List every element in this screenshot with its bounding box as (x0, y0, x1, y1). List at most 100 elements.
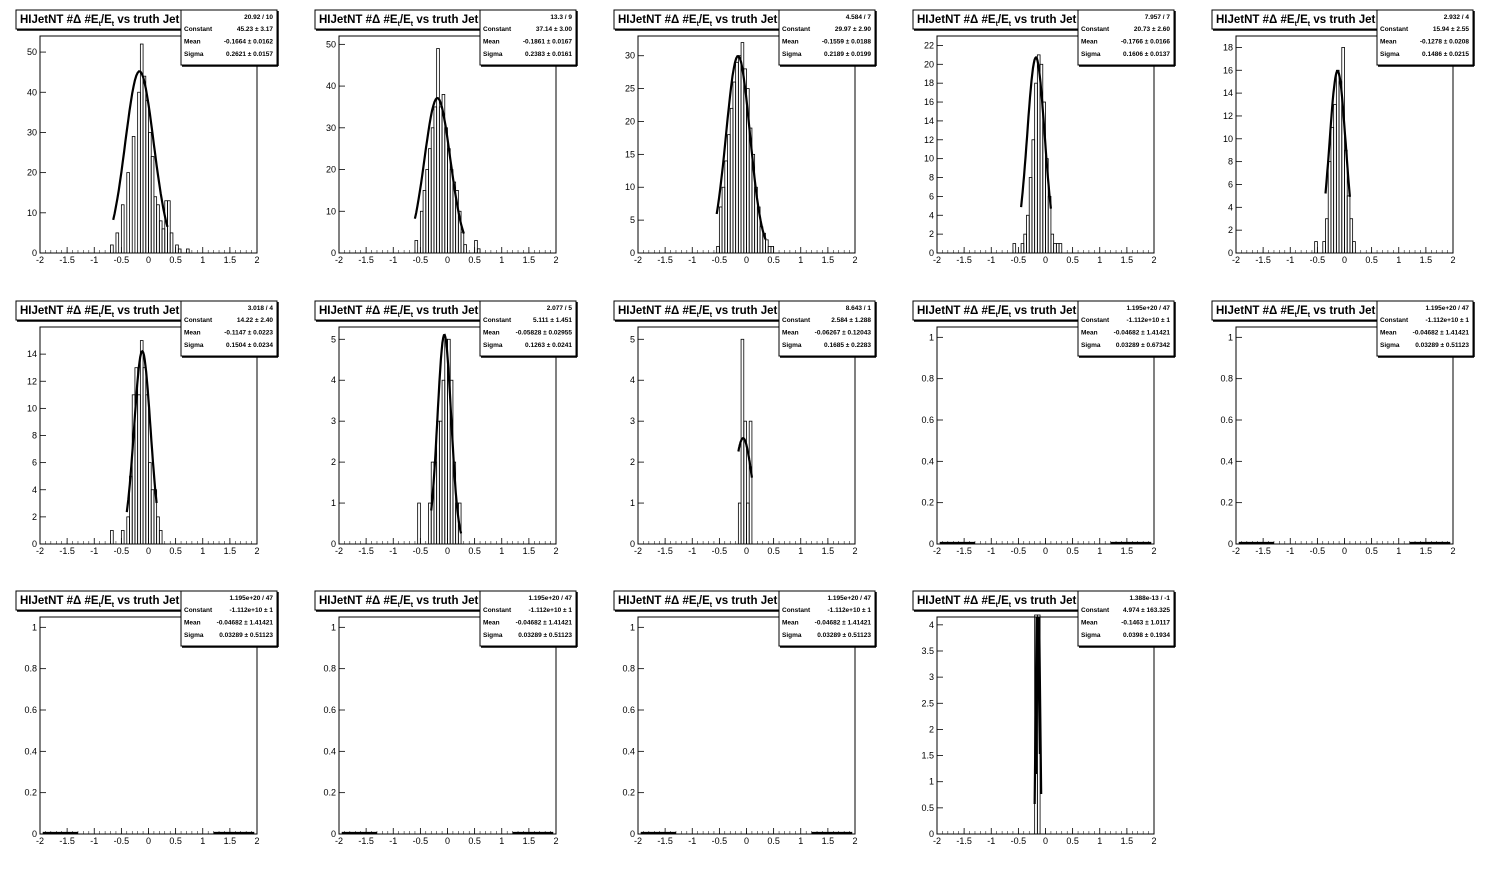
x-tick-label: 2 (254, 255, 259, 265)
stats-value: -0.06267 ± 0.12043 (815, 330, 872, 337)
stats-label: Constant (1081, 317, 1110, 324)
y-tick-label: 0 (929, 539, 934, 549)
x-tick-label: -1 (389, 546, 397, 556)
histogram-bin (430, 127, 435, 254)
y-tick-label: 25 (625, 84, 635, 94)
x-tick-label: 1 (1097, 255, 1102, 265)
x-tick-label: 2 (1450, 546, 1455, 556)
x-tick-label: -1.5 (956, 836, 972, 846)
x-tick-label: -1.5 (657, 836, 673, 846)
histogram-bin (737, 55, 742, 254)
fit-stats-box: 20.92 / 10 Constant 45.23 ± 3.17 Mean -0.166… (180, 9, 279, 67)
histogram-bin (156, 516, 160, 545)
y-tick-label: 0 (630, 829, 635, 839)
stats-value: -0.04682 ± 1.41421 (516, 620, 573, 627)
y-tick-label: 1 (929, 777, 934, 787)
y-tick-label: 1 (331, 622, 336, 632)
stats-label: Sigma (483, 342, 503, 349)
histogram-bin (156, 204, 160, 254)
x-tick-label: 0.5 (767, 836, 780, 846)
y-tick-label: 5 (630, 215, 635, 225)
x-tick-label: -0.5 (712, 836, 728, 846)
histogram-bin (444, 127, 448, 254)
x-tick-label: -1.5 (657, 255, 673, 265)
stats-label: Mean (184, 330, 201, 337)
y-tick-label: 0.6 (622, 705, 635, 715)
x-tick-label: 1 (200, 255, 205, 265)
y-tick-label: 18 (1223, 42, 1233, 52)
y-tick-label: 0.6 (24, 705, 37, 715)
stats-value: 0.03289 ± 0.67342 (1116, 342, 1171, 349)
x-tick-label: -1 (90, 546, 98, 556)
x-tick-label: -1 (688, 836, 696, 846)
histogram-bin (1020, 243, 1025, 254)
chi2-ndf-value: 1.195e+20 / 47 (229, 595, 273, 602)
x-tick-label: -1.5 (956, 255, 972, 265)
y-tick-label: 50 (27, 47, 37, 57)
histogram-bin (1333, 104, 1337, 254)
x-tick-label: -1 (688, 546, 696, 556)
x-tick-label: -0.5 (1310, 255, 1326, 265)
y-tick-label: 1 (630, 622, 635, 632)
stats-value: 5.111 ± 1.451 (533, 317, 572, 324)
x-tick-label: -2 (335, 255, 343, 265)
histogram-bin (444, 338, 448, 545)
y-tick-label: 3 (929, 672, 934, 682)
histogram-bin (438, 106, 443, 254)
histogram-bin (724, 160, 728, 254)
x-tick-label: -1 (90, 836, 98, 846)
histogram-bin (1346, 195, 1351, 254)
histogram-bin (1058, 243, 1063, 254)
y-tick-label: 0.2 (921, 498, 934, 508)
chart-title: HIJetNT #Δ #Et/Et vs truth Jet Et (319, 305, 492, 319)
chart-title: HIJetNT #Δ #Et/Et vs truth Jet Et (618, 14, 791, 28)
stats-value: -0.1147 ± 0.0223 (224, 330, 273, 337)
stats-label: Constant (1380, 26, 1409, 33)
x-tick-label: 0.5 (767, 546, 780, 556)
y-tick-label: 0.2 (1220, 498, 1233, 508)
y-tick-label: 20 (326, 165, 336, 175)
stats-value: -1.112e+10 ± 1 (827, 607, 871, 614)
stats-value: -1.112e+10 ± 1 (1425, 317, 1469, 324)
y-tick-label: 0.6 (1220, 415, 1233, 425)
gaussian-fit-curve (413, 96, 465, 234)
histogram-panel-14: -2 -1.5 -1 -0.5 0 0.5 1 1.5 2 0 0.5 1 1.5 2 2.5 3 3.5 4 HI… (912, 590, 1176, 846)
histogram-bin (414, 240, 419, 254)
x-tick-label: 1 (1396, 546, 1401, 556)
x-tick-label: 0 (445, 255, 450, 265)
histogram-bin (145, 99, 149, 254)
histogram-panel-9: -2 -1.5 -1 -0.5 0 0.5 1 1.5 2 0 0.2 0.4 0.6 0.8 1 HIJet… (912, 300, 1176, 556)
stats-label: Constant (782, 607, 811, 614)
x-tick-label: -2 (1232, 546, 1240, 556)
stats-box-frame (778, 9, 876, 66)
chart-title: HIJetNT #Δ #Et/Et vs truth Jet Et (20, 305, 193, 319)
stats-value: -0.04682 ± 1.41421 (217, 620, 274, 627)
y-tick-label: 0 (630, 539, 635, 549)
y-tick-label: 2 (32, 512, 37, 522)
stats-label: Mean (483, 330, 500, 337)
stats-value: 0.1263 ± 0.0241 (525, 342, 572, 349)
y-tick-label: 30 (625, 51, 635, 61)
y-tick-label: 0.6 (921, 415, 934, 425)
x-tick-label: 0 (744, 255, 749, 265)
y-tick-label: 0 (32, 248, 37, 258)
x-tick-label: 0.5 (1365, 255, 1378, 265)
stats-value: 37.14 ± 3.00 (536, 26, 572, 33)
y-tick-label: 10 (27, 403, 37, 413)
x-tick-label: 1 (499, 255, 504, 265)
x-tick-label: 1.5 (1121, 255, 1134, 265)
stats-value: 20.73 ± 2.60 (1134, 26, 1170, 33)
histogram-bin (417, 502, 421, 545)
histogram-bin (142, 367, 147, 545)
x-tick-label: 1.5 (822, 546, 835, 556)
histogram-bin (115, 232, 120, 254)
stats-label: Mean (184, 39, 201, 46)
histogram-panel-10: -2 -1.5 -1 -0.5 0 0.5 1 1.5 2 0 0.2 0.4 0.6 0.8 1 HIJet… (1211, 300, 1475, 556)
x-tick-label: -2 (634, 255, 642, 265)
stats-label: Sigma (184, 342, 204, 349)
stats-value: -0.1664 ± 0.0162 (224, 39, 273, 46)
y-tick-label: 10 (1223, 134, 1233, 144)
y-tick-label: 20 (625, 116, 635, 126)
chi2-ndf-value: 7.957 / 7 (1145, 14, 1171, 21)
x-tick-label: -1.5 (358, 836, 374, 846)
